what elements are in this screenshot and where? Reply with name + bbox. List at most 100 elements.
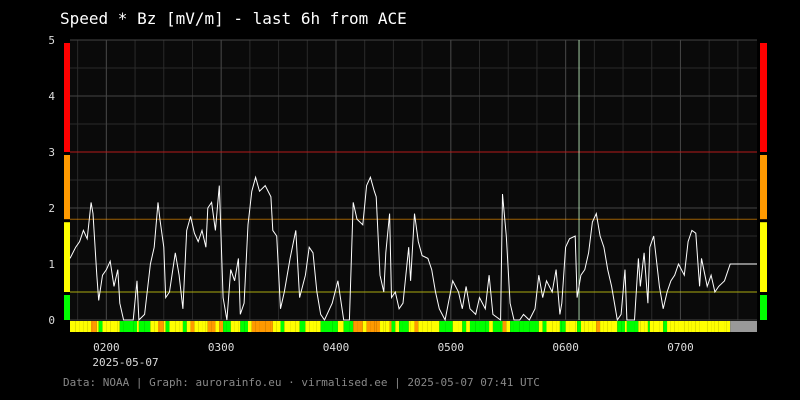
status-segment [376,321,381,332]
status-segment [332,321,338,332]
x-tick-label: 0500 [438,341,465,354]
status-segment [159,321,164,332]
status-segment [158,321,160,332]
status-segment [205,321,208,332]
status-segment [489,321,493,332]
status-segment [535,321,539,332]
status-segment [596,321,601,332]
status-segment [165,321,170,332]
status-segment [272,321,277,332]
status-segment [238,321,241,332]
status-segment [106,321,111,332]
status-segment [724,321,727,332]
data-line [69,175,757,322]
status-segment [718,321,725,332]
status-segment [663,321,668,332]
status-segment [343,321,350,332]
status-segment [580,321,585,332]
x-tick-label: 0200 [93,341,120,354]
status-segment [87,321,92,332]
status-segment [79,321,84,332]
status-segment [110,321,115,332]
status-segment [265,321,271,332]
status-segment [215,321,220,332]
status-segment [649,321,654,332]
status-segment [577,321,581,332]
status-segment [624,321,627,332]
status-segment [559,321,562,332]
status-segment [653,321,660,332]
status-segment [96,321,99,332]
x-tick-label: 0700 [667,341,694,354]
status-segment [466,321,470,332]
status-segment [431,321,436,332]
status-segment [244,321,248,332]
status-segment [385,321,390,332]
status-segment [408,321,411,332]
status-segment [644,321,648,332]
status-segment [374,321,377,332]
status-segment [588,321,593,332]
status-segment [175,321,180,332]
status-segment [500,321,503,332]
level-band-left [64,155,70,220]
status-segment [240,321,245,332]
status-segment [634,321,639,332]
status-segment [305,321,310,332]
status-segment [565,321,570,332]
status-segment [150,321,155,332]
status-segment [223,321,227,332]
status-segment [98,321,103,332]
status-segment [678,321,685,332]
level-band-left [64,222,70,292]
status-segment [91,321,93,332]
status-segment [219,321,224,332]
y-tick-label: 3 [48,146,55,159]
y-tick-label: 2 [48,202,55,215]
level-band-right [760,295,767,320]
status-segment [701,321,708,332]
status-segment [186,321,191,332]
status-segment [611,321,618,332]
status-segment [163,321,166,332]
level-band-right [760,222,767,292]
status-segment [337,321,344,332]
y-tick-label: 1 [48,258,55,271]
status-segment [575,321,578,332]
status-segment [707,321,712,332]
status-segment [569,321,576,332]
status-segment [445,321,453,332]
status-segment [234,321,239,332]
status-segment [674,321,679,332]
status-segment [259,321,266,332]
level-band-left [64,295,70,320]
status-segment [255,321,260,332]
status-segment [506,321,511,332]
status-segment [75,321,80,332]
status-segment [513,321,520,332]
status-segment [600,321,604,332]
status-segment [284,321,291,332]
status-segment [714,321,719,332]
status-segment [670,321,675,332]
status-segment [251,321,256,332]
status-segment [638,321,641,332]
status-segment [556,321,560,332]
status-segment [492,321,501,332]
status-segment [119,321,124,332]
status-segment [667,321,671,332]
level-band-right [760,155,767,220]
status-segment [226,321,231,332]
status-segment [592,321,597,332]
status-segment [83,321,88,332]
status-segment [349,321,354,332]
status-segment [182,321,187,332]
status-segment [458,321,463,332]
status-segment [402,321,409,332]
level-band-right [760,43,767,152]
status-segment [320,321,325,332]
status-segment [414,321,419,332]
date-label: 2025-05-07 [92,356,158,369]
status-segment [626,321,635,332]
